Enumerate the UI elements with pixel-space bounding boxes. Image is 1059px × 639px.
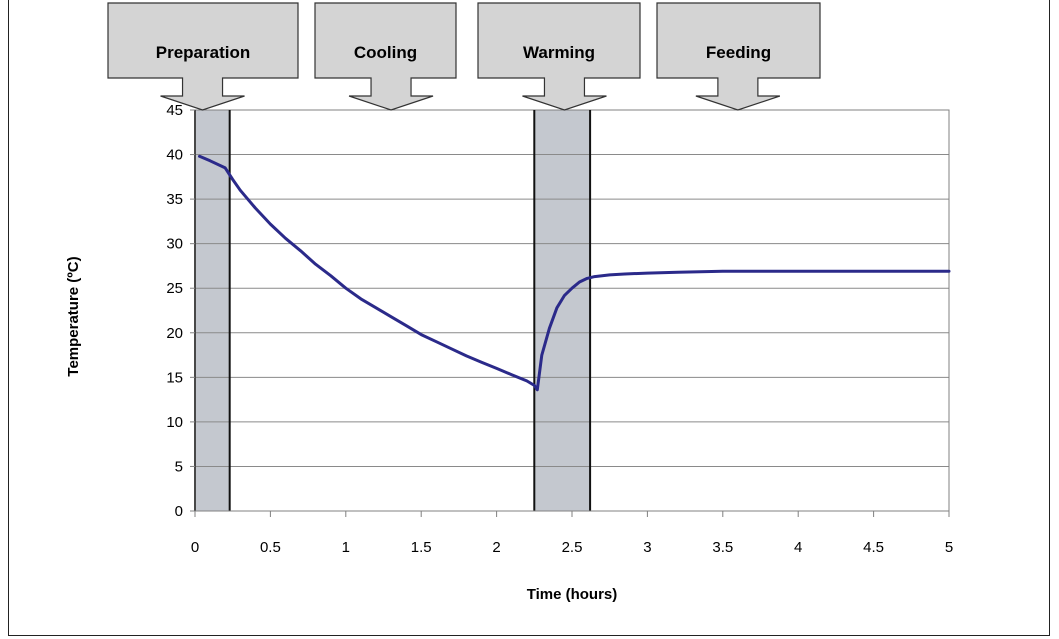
series-point (314, 263, 317, 265)
phase-callout-shape (477, 2, 641, 111)
series-point (284, 237, 287, 240)
phase-band-warming (534, 110, 591, 511)
x-tick-label: 4 (794, 539, 802, 556)
series-point (435, 340, 438, 343)
series-point (198, 155, 201, 158)
series-point (224, 167, 226, 169)
phase-label: Preparation (156, 43, 250, 62)
series-point (872, 270, 875, 273)
y-tick-label: 15 (166, 369, 183, 386)
y-tick-label: 0 (175, 503, 183, 520)
phase-callout-shape (107, 2, 299, 111)
y-tick-label: 30 (166, 236, 183, 253)
y-tick-label: 5 (175, 458, 183, 475)
series-point (450, 348, 453, 350)
series-point (548, 327, 551, 330)
series-point (563, 294, 566, 297)
series-point (676, 271, 679, 273)
phase-callouts: Preparation Cooling Warming Feeding (107, 2, 821, 111)
phase-band-edges (194, 110, 592, 511)
series-point (495, 367, 498, 370)
axes: 0 5 10 15 20 25 30 35 40 45 0 0.5 1 1.5 2 2.5 3 3.5 4 4.5 5 (166, 102, 953, 556)
series-point (525, 380, 528, 382)
x-axis-title: Time (hours) (527, 586, 618, 603)
series-point (329, 274, 332, 277)
series-point (541, 354, 543, 356)
phase-callout-cooling: Cooling (314, 2, 457, 111)
y-tick-label: 35 (166, 191, 183, 208)
x-tick-label: 0.5 (260, 539, 281, 556)
series-point (646, 272, 649, 274)
series-layer (198, 154, 951, 392)
phase-label: Warming (523, 43, 595, 62)
phase-band-preparation (195, 110, 230, 511)
series-point (375, 307, 377, 309)
series-point (536, 389, 539, 391)
series-point (299, 249, 302, 252)
y-tick-label: 45 (166, 102, 183, 119)
series-point (254, 207, 257, 209)
y-tick-label: 25 (166, 280, 183, 297)
x-tick-label: 3 (643, 539, 651, 556)
series-point (209, 159, 211, 162)
series-point (571, 287, 573, 290)
series-point (420, 333, 423, 336)
phase-callout-preparation: Preparation (107, 2, 299, 111)
series-point (405, 324, 407, 327)
series-point (533, 384, 536, 387)
series-point (239, 189, 242, 191)
x-tick-label: 1.5 (411, 539, 432, 556)
series-point (480, 361, 483, 363)
x-tick-label: 4.5 (863, 539, 884, 556)
series-point (722, 270, 724, 273)
series-point (465, 355, 468, 357)
series-point (345, 287, 347, 290)
y-tick-label: 40 (166, 147, 183, 164)
phase-callout-feeding: Feeding (656, 2, 821, 111)
phase-label: Feeding (706, 43, 771, 62)
phase-callout-shape (656, 2, 821, 111)
series-point (510, 373, 513, 376)
chart-frame (8, 0, 1050, 636)
x-tick-label: 2.5 (562, 539, 583, 556)
y-axis-title: Temperature (ºC) (65, 256, 82, 376)
phase-callout-shape (314, 2, 457, 111)
phase-bands (195, 110, 591, 511)
phase-callout-warming: Warming (477, 2, 641, 111)
x-tick-label: 2 (492, 539, 500, 556)
y-tick-label: 10 (166, 414, 183, 431)
series-line (198, 154, 951, 392)
series-point (269, 223, 272, 225)
series-point (556, 307, 558, 309)
y-tick-label: 20 (166, 325, 183, 342)
series-point (390, 315, 392, 318)
x-tick-label: 1 (342, 539, 350, 556)
series-point (231, 178, 234, 181)
series-point (360, 298, 362, 300)
series-point (586, 277, 588, 280)
x-tick-label: 3.5 (712, 539, 733, 556)
series-point (608, 274, 611, 276)
phase-label: Cooling (354, 43, 417, 62)
x-tick-label: 5 (945, 539, 953, 556)
series-point (623, 273, 626, 275)
series-point (578, 281, 581, 283)
series-point (797, 270, 799, 273)
series-point (593, 275, 596, 278)
series-point (948, 270, 950, 273)
x-tick-label: 0 (191, 539, 199, 556)
